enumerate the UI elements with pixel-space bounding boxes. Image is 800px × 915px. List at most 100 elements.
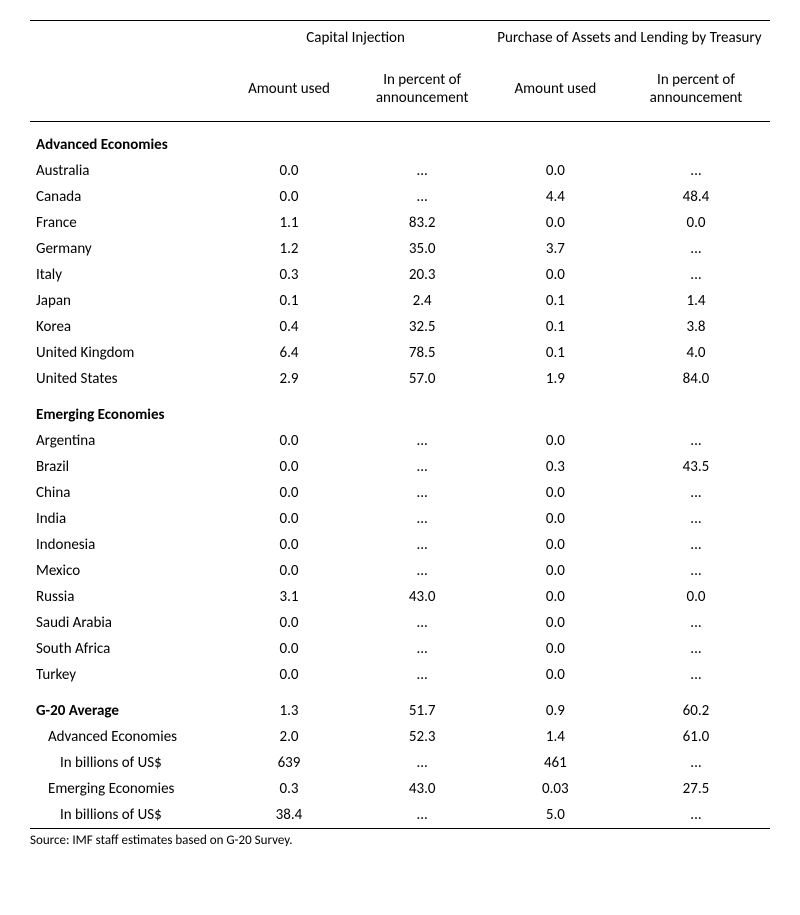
table-row: Australia0.0...0.0... [30,158,770,184]
cell-amount-2: 0.0 [489,480,622,506]
empty-cell [622,122,770,159]
table-row: Saudi Arabia0.0...0.0... [30,610,770,636]
cell-amount-2: 1.9 [489,366,622,392]
cell-percent-1: 43.0 [356,584,489,610]
row-label: China [30,480,222,506]
cell-percent-1: ... [356,610,489,636]
cell-percent-1: 83.2 [356,210,489,236]
cell-amount-2: 0.0 [489,428,622,454]
cell-percent-1: ... [356,454,489,480]
cell-amount-1: 3.1 [222,584,355,610]
cell-amount-2: 1.4 [489,724,622,750]
cell-amount-2: 0.9 [489,688,622,724]
cell-amount-2: 0.0 [489,636,622,662]
cell-amount-2: 0.0 [489,158,622,184]
cell-percent-1: ... [356,636,489,662]
empty-cell [222,392,355,428]
cell-amount-2: 0.0 [489,262,622,288]
table-row: United Kingdom6.478.50.14.0 [30,340,770,366]
header-percent-1: In percent of announcement [356,57,489,122]
table-row: Indonesia0.0...0.0... [30,532,770,558]
cell-amount-1: 2.0 [222,724,355,750]
cell-percent-2: ... [622,558,770,584]
cell-amount-1: 1.1 [222,210,355,236]
cell-percent-2: ... [622,662,770,688]
cell-percent-1: ... [356,750,489,776]
cell-percent-1: 35.0 [356,236,489,262]
cell-percent-2: ... [622,506,770,532]
table-row: Mexico0.0...0.0... [30,558,770,584]
cell-amount-2: 461 [489,750,622,776]
cell-percent-1: 20.3 [356,262,489,288]
cell-percent-2: 43.5 [622,454,770,480]
table-row: Brazil0.0...0.343.5 [30,454,770,480]
cell-percent-1: ... [356,428,489,454]
cell-amount-2: 0.0 [489,210,622,236]
table-row: Germany1.235.03.7... [30,236,770,262]
cell-percent-2: ... [622,802,770,829]
cell-percent-1: ... [356,662,489,688]
empty-cell [622,392,770,428]
summary-label: In billions of US$ [30,802,222,829]
table-row: India0.0...0.0... [30,506,770,532]
cell-amount-2: 0.0 [489,532,622,558]
table-row: Italy0.320.30.0... [30,262,770,288]
cell-percent-1: ... [356,184,489,210]
cell-amount-2: 5.0 [489,802,622,829]
cell-amount-1: 0.4 [222,314,355,340]
cell-percent-2: ... [622,236,770,262]
cell-percent-2: 27.5 [622,776,770,802]
cell-percent-1: 78.5 [356,340,489,366]
cell-amount-2: 0.0 [489,506,622,532]
row-label: Indonesia [30,532,222,558]
cell-amount-1: 0.0 [222,532,355,558]
row-label: Brazil [30,454,222,480]
cell-amount-2: 0.0 [489,584,622,610]
cell-percent-1: ... [356,480,489,506]
cell-percent-1: ... [356,558,489,584]
summary-label: Advanced Economies [30,724,222,750]
empty-cell [356,392,489,428]
table-row: South Africa0.0...0.0... [30,636,770,662]
cell-percent-2: 0.0 [622,584,770,610]
summary-label: In billions of US$ [30,750,222,776]
cell-percent-1: 43.0 [356,776,489,802]
table-row: Argentina0.0...0.0... [30,428,770,454]
summary-label: Emerging Economies [30,776,222,802]
header-amount-used-1: Amount used [222,57,355,122]
cell-amount-1: 0.0 [222,662,355,688]
cell-amount-2: 0.1 [489,288,622,314]
cell-amount-1: 1.2 [222,236,355,262]
header-percent-2: In percent of announcement [622,57,770,122]
cell-percent-2: ... [622,636,770,662]
cell-amount-2: 0.1 [489,340,622,366]
table-row: Korea0.432.50.13.8 [30,314,770,340]
cell-amount-2: 0.0 [489,558,622,584]
row-label: Korea [30,314,222,340]
table-row: Turkey0.0...0.0... [30,662,770,688]
row-label: United Kingdom [30,340,222,366]
cell-percent-2: 60.2 [622,688,770,724]
cell-percent-2: 3.8 [622,314,770,340]
table-row: France1.183.20.00.0 [30,210,770,236]
cell-amount-2: 3.7 [489,236,622,262]
cell-amount-2: 0.3 [489,454,622,480]
table-row: Japan0.12.40.11.4 [30,288,770,314]
summary-row: In billions of US$38.4...5.0... [30,802,770,829]
row-label: Saudi Arabia [30,610,222,636]
summary-row: Emerging Economies0.343.00.0327.5 [30,776,770,802]
header-amount-used-2: Amount used [489,57,622,122]
cell-percent-2: 1.4 [622,288,770,314]
cell-amount-2: 0.03 [489,776,622,802]
header-group-purchase-assets: Purchase of Assets and Lending by Treasu… [489,21,770,58]
row-label: Australia [30,158,222,184]
cell-percent-1: 51.7 [356,688,489,724]
row-label: United States [30,366,222,392]
empty-cell [222,122,355,159]
cell-amount-1: 0.1 [222,288,355,314]
row-label: Argentina [30,428,222,454]
cell-percent-1: ... [356,532,489,558]
row-label: India [30,506,222,532]
cell-amount-1: 6.4 [222,340,355,366]
cell-percent-1: ... [356,802,489,829]
